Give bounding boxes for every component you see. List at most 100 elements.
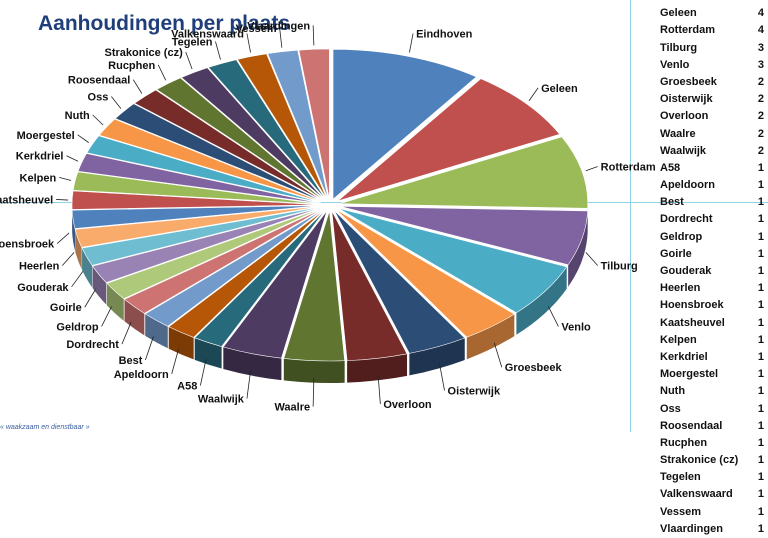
count-list-row: Roosendaal 1 bbox=[660, 418, 766, 435]
slice-leader-line bbox=[111, 97, 121, 109]
count-list-row: Tilburg 3 bbox=[660, 40, 766, 57]
slice-leader-line bbox=[548, 307, 558, 327]
count-place-name: Overloon bbox=[660, 108, 708, 125]
slice-leader-line bbox=[586, 166, 598, 170]
count-place-name: Waalwijk bbox=[660, 143, 706, 160]
count-value: 1 bbox=[758, 349, 766, 366]
count-place-name: Best bbox=[660, 194, 684, 211]
slice-leader-line bbox=[186, 52, 192, 69]
count-value: 1 bbox=[758, 211, 766, 228]
count-place-name: Oisterwijk bbox=[660, 91, 713, 108]
count-place-name: Apeldoorn bbox=[660, 177, 715, 194]
slice-label: Vlaardingen bbox=[247, 20, 310, 32]
count-place-name: Dordrecht bbox=[660, 211, 713, 228]
count-value: 1 bbox=[758, 418, 766, 435]
slice-label: Kaatsheuvel bbox=[0, 194, 53, 206]
count-place-name: Roosendaal bbox=[660, 418, 722, 435]
slice-label: Roosendaal bbox=[68, 75, 130, 87]
count-place-name: Nuth bbox=[660, 383, 685, 400]
count-value: 1 bbox=[758, 315, 766, 332]
slice-leader-line bbox=[172, 349, 179, 374]
count-place-name: Vessem bbox=[660, 504, 701, 521]
slice-label: Oss bbox=[88, 92, 109, 104]
count-value: 1 bbox=[758, 160, 766, 177]
slice-label: Venlo bbox=[561, 321, 591, 333]
count-value: 1 bbox=[758, 435, 766, 452]
count-list-row: Waalwijk 2 bbox=[660, 143, 766, 160]
count-value: 1 bbox=[758, 452, 766, 469]
count-value: 1 bbox=[758, 469, 766, 486]
count-value: 2 bbox=[758, 126, 766, 143]
count-list-row: Oisterwijk 2 bbox=[660, 91, 766, 108]
slice-leader-line bbox=[215, 41, 220, 59]
count-list-row: Vlaardingen 1 bbox=[660, 521, 766, 538]
count-list-row: Kelpen 1 bbox=[660, 332, 766, 349]
count-place-name: Tegelen bbox=[660, 469, 701, 486]
count-place-name: Heerlen bbox=[660, 280, 700, 297]
count-place-name: Kelpen bbox=[660, 332, 697, 349]
count-value: 1 bbox=[758, 401, 766, 418]
slice-label: Dordrecht bbox=[66, 339, 119, 351]
count-place-name: Moergestel bbox=[660, 366, 718, 383]
slice-label: Groesbeek bbox=[505, 362, 563, 374]
slice-leader-line bbox=[586, 252, 598, 265]
count-place-name: Geleen bbox=[660, 5, 697, 22]
count-place-name: Groesbeek bbox=[660, 74, 717, 91]
count-place-name: Tilburg bbox=[660, 40, 697, 57]
slice-label: Waalwijk bbox=[198, 394, 245, 406]
count-list-row: Tegelen 1 bbox=[660, 469, 766, 486]
count-place-name: Goirle bbox=[660, 246, 692, 263]
slice-label: Hoensbroek bbox=[0, 239, 55, 251]
slice-leader-line bbox=[66, 156, 78, 161]
slice-leader-line bbox=[102, 307, 112, 327]
count-list-row: Strakonice (cz)1 bbox=[660, 452, 766, 469]
slice-leader-line bbox=[247, 33, 251, 52]
slice-leader-line bbox=[313, 25, 314, 45]
count-value: 1 bbox=[758, 263, 766, 280]
slice-label: Rotterdam bbox=[601, 161, 656, 173]
count-place-name: Oss bbox=[660, 401, 681, 418]
footer-slogan: « waakzaam en dienstbaar » bbox=[0, 424, 90, 431]
slice-label: Best bbox=[119, 355, 143, 367]
count-value: 4 bbox=[758, 5, 766, 22]
count-value: 4 bbox=[758, 22, 766, 39]
count-place-name: Vlaardingen bbox=[660, 521, 723, 538]
slice-label: Tilburg bbox=[601, 261, 638, 273]
slice-label: Nuth bbox=[65, 110, 90, 122]
slice-leader-line bbox=[133, 80, 142, 94]
count-value: 1 bbox=[758, 332, 766, 349]
count-value: 2 bbox=[758, 91, 766, 108]
count-place-name: Kerkdriel bbox=[660, 349, 708, 366]
slice-leader-line bbox=[158, 65, 166, 81]
count-list-row: Geleen 4 bbox=[660, 5, 766, 22]
slice-label: Apeldoorn bbox=[114, 369, 169, 381]
count-value: 3 bbox=[758, 40, 766, 57]
count-value: 1 bbox=[758, 521, 766, 538]
slice-leader-line bbox=[56, 199, 68, 200]
count-value: 1 bbox=[758, 366, 766, 383]
count-value: 2 bbox=[758, 143, 766, 160]
count-place-name: Hoensbroek bbox=[660, 297, 724, 314]
count-place-name: Valkenswaard bbox=[660, 486, 733, 503]
count-list-row: Oss 1 bbox=[660, 401, 766, 418]
count-list-row: Moergestel 1 bbox=[660, 366, 766, 383]
slice-label: Overloon bbox=[383, 399, 432, 411]
count-value: 1 bbox=[758, 297, 766, 314]
slice-leader-line bbox=[440, 364, 445, 391]
slice-label: Waalre bbox=[274, 402, 310, 414]
count-place-name: Kaatsheuvel bbox=[660, 315, 725, 332]
slice-leader-line bbox=[62, 252, 74, 265]
slice-label: Rucphen bbox=[108, 60, 155, 72]
slice-label: Eindhoven bbox=[416, 28, 473, 40]
